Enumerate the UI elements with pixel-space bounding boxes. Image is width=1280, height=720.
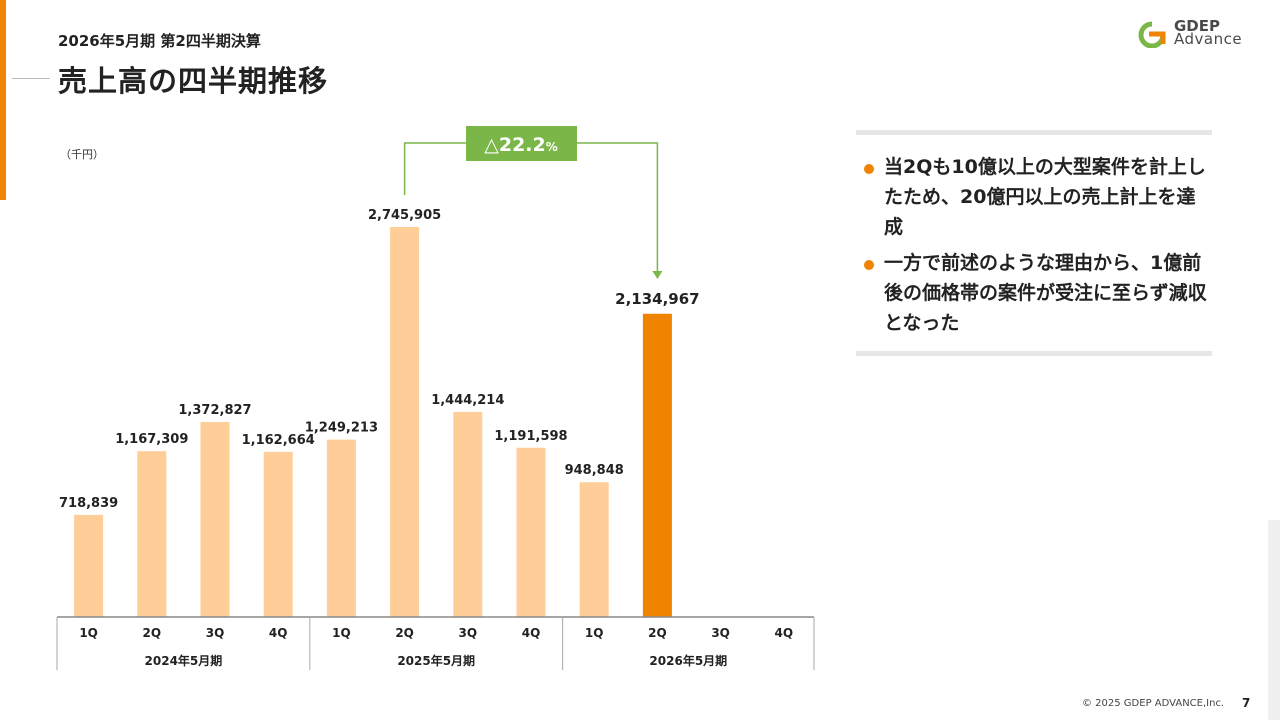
- accent-bar: [0, 0, 6, 200]
- x-group-label: 2024年5月期: [145, 653, 223, 668]
- x-tick-label: 4Q: [775, 626, 794, 640]
- page-number: 7: [1242, 696, 1251, 710]
- x-tick-label: 3Q: [206, 626, 225, 640]
- annotation-badge: [466, 126, 577, 161]
- bar: [390, 227, 420, 617]
- data-label: 1,191,598: [494, 429, 567, 444]
- page-subtitle: 2026年5月期 第2四半期決算: [58, 32, 261, 50]
- corner-decoration: [1268, 520, 1280, 720]
- bar: [579, 482, 609, 617]
- x-tick-label: 4Q: [522, 626, 541, 640]
- data-label: 718,839: [59, 496, 118, 511]
- bar: [642, 313, 672, 617]
- bar: [326, 439, 356, 617]
- company-logo: GDEP Advance: [1136, 18, 1266, 50]
- x-tick-label: 1Q: [79, 626, 98, 640]
- data-label: 1,162,664: [242, 433, 315, 448]
- bar: [200, 422, 230, 617]
- logo-mark-icon: [1138, 21, 1166, 48]
- x-group-label: 2026年5月期: [649, 653, 727, 668]
- x-tick-label: 4Q: [269, 626, 288, 640]
- page-title: 売上高の四半期推移: [58, 64, 329, 98]
- summary-panel: 当2Qも10億以上の大型案件を計上したため、20億円以上の売上計上を達成 一方で…: [856, 130, 1212, 356]
- data-label: 2,134,967: [615, 290, 699, 308]
- data-label: 1,372,827: [178, 403, 251, 418]
- bullet-dot-icon: [864, 260, 874, 270]
- logo-line-1: GDEP: [1174, 17, 1221, 35]
- x-tick-label: 2Q: [648, 626, 667, 640]
- annotation-text: △22.2%: [484, 134, 558, 156]
- x-tick-label: 3Q: [711, 626, 730, 640]
- bar: [263, 451, 293, 617]
- x-tick-label: 3Q: [459, 626, 478, 640]
- panel-top-border: [856, 130, 1212, 135]
- annotation-connector: [403, 142, 659, 272]
- logo-line-2: Advance: [1174, 30, 1243, 48]
- title-rule: [12, 78, 50, 79]
- x-tick-label: 2Q: [143, 626, 162, 640]
- copyright: © 2025 GDEP ADVANCE,Inc.: [1082, 698, 1225, 709]
- x-tick-label: 1Q: [585, 626, 604, 640]
- bullet-text: 当2Qも10億以上の大型案件を計上したため、20億円以上の売上計上を達成: [884, 156, 1206, 238]
- logo-text: GDEP Advance: [1174, 17, 1243, 48]
- data-label: 1,249,213: [305, 421, 378, 436]
- bullet-text: 一方で前述のような理由から、1億前後の価格帯の案件が受注に至らず減収となった: [884, 252, 1207, 334]
- bullet-item: 一方で前述のような理由から、1億前後の価格帯の案件が受注に至らず減収となった: [864, 248, 1209, 338]
- annotation-unit: %: [546, 140, 558, 154]
- data-label: 2,745,905: [368, 208, 441, 223]
- x-tick-label: 1Q: [332, 626, 351, 640]
- data-label: 1,167,309: [115, 432, 188, 447]
- bar: [453, 411, 483, 617]
- bar: [74, 514, 104, 617]
- quarterly-sales-chart: 718,839 1,167,309 1,372,827 1,162,6641,249,…: [56, 126, 815, 670]
- x-group-label: 2025年5月期: [397, 653, 475, 668]
- bar: [516, 447, 546, 617]
- panel-bottom-border: [856, 351, 1212, 356]
- data-label: 948,848: [565, 463, 624, 478]
- unit-label: （千円）: [60, 148, 104, 161]
- bullet-dot-icon: [864, 164, 874, 174]
- x-tick-label: 2Q: [395, 626, 414, 640]
- bar: [137, 451, 167, 617]
- bullet-item: 当2Qも10億以上の大型案件を計上したため、20億円以上の売上計上を達成: [864, 152, 1209, 242]
- annotation-arrowhead: [652, 271, 663, 279]
- data-label: 1,444,214: [431, 393, 504, 408]
